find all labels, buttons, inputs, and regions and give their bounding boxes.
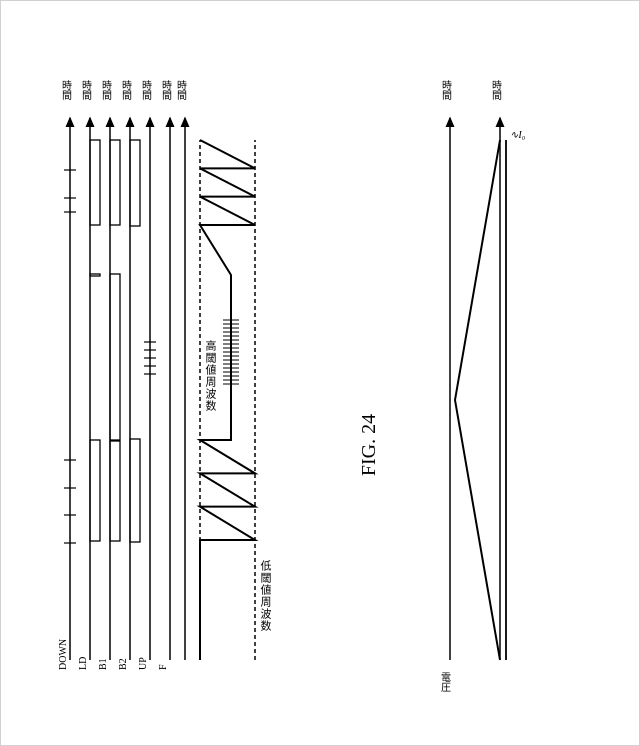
timing-diagram: 時間 DOWN 時間 LD 時間 B1 時間 B2 時間 UP 時間 F 時間高閾値周波数低閾値周波数 時… (30, 40, 610, 700)
svg-text:FIG. 24: FIG. 24 (358, 414, 380, 476)
svg-text:時間: 時間 (60, 80, 72, 101)
svg-text:B2: B2 (118, 658, 129, 670)
svg-text:時間: 時間 (160, 80, 172, 101)
svg-text:∿I₀: ∿I₀ (510, 130, 526, 141)
svg-text:時間: 時間 (490, 80, 502, 101)
svg-text:電圧: 電圧 (439, 672, 451, 693)
svg-text:UP: UP (138, 657, 149, 670)
svg-text:時間: 時間 (80, 80, 92, 101)
svg-text:時間: 時間 (100, 80, 112, 101)
svg-text:DOWN: DOWN (58, 639, 69, 670)
svg-text:LD: LD (78, 657, 89, 670)
svg-text:時間: 時間 (175, 80, 187, 101)
svg-text:高閾値周波数: 高閾値周波数 (204, 339, 217, 412)
svg-text:時間: 時間 (440, 80, 452, 101)
svg-text:低閾値周波数: 低閾値周波数 (259, 560, 272, 632)
svg-text:時間: 時間 (140, 80, 152, 101)
svg-text:F: F (158, 664, 169, 670)
svg-text:時間: 時間 (120, 80, 132, 101)
svg-text:B1: B1 (98, 658, 109, 670)
